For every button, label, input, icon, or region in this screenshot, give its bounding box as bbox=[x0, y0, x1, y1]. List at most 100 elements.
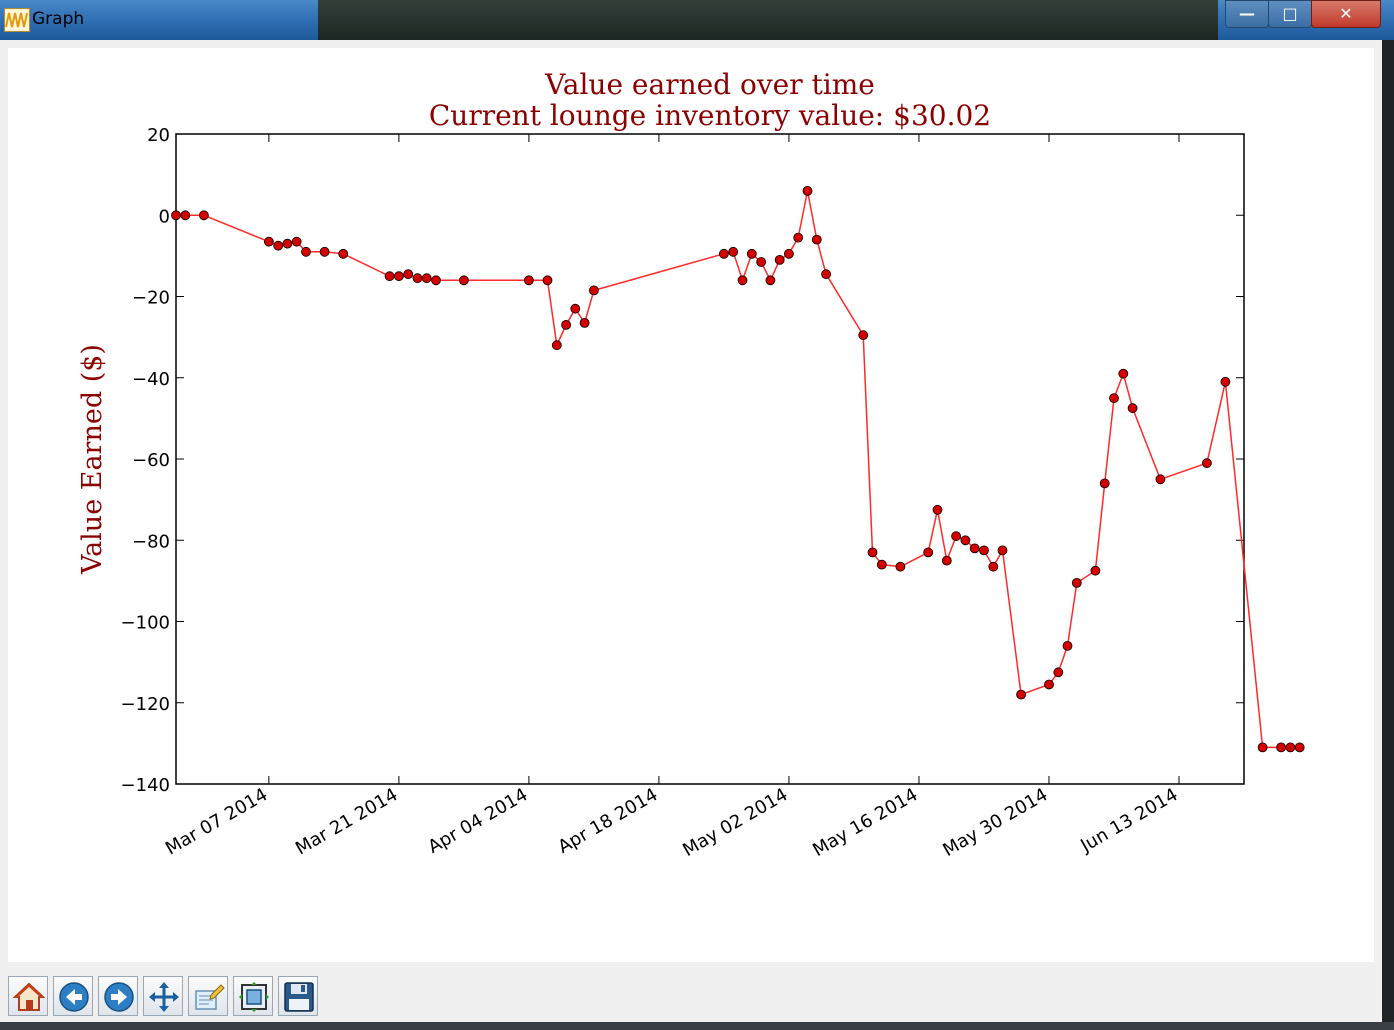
data-point bbox=[180, 210, 191, 221]
configure-subplots-button[interactable] bbox=[233, 976, 273, 1016]
y-tick-label: −20 bbox=[132, 288, 170, 309]
data-point bbox=[802, 185, 813, 196]
data-point bbox=[171, 210, 181, 221]
back-button[interactable] bbox=[53, 976, 93, 1016]
home-button[interactable] bbox=[8, 976, 48, 1016]
forward-arrow-icon bbox=[104, 982, 134, 1012]
data-point bbox=[941, 555, 952, 566]
data-point bbox=[524, 275, 534, 286]
data-point bbox=[1109, 393, 1119, 404]
x-tick-label: Apr 18 2014 bbox=[555, 784, 662, 858]
y-tick-label: −100 bbox=[121, 613, 170, 634]
y-tick-label: −120 bbox=[121, 694, 170, 715]
data-point bbox=[1118, 368, 1129, 379]
data-point bbox=[1257, 742, 1268, 753]
line-chart: Value earned over time Current lounge in… bbox=[77, 68, 1305, 861]
x-tick-label: Mar 07 2014 bbox=[162, 784, 271, 859]
data-point bbox=[589, 285, 599, 296]
data-point bbox=[403, 269, 414, 280]
data-point bbox=[876, 559, 887, 570]
data-point bbox=[338, 248, 349, 259]
data-point bbox=[1276, 742, 1286, 753]
data-point bbox=[821, 269, 831, 280]
x-tick-label: May 16 2014 bbox=[809, 784, 921, 861]
series-line bbox=[176, 190, 1300, 749]
move-arrows-icon bbox=[149, 982, 179, 1012]
floppy-disk-icon bbox=[284, 982, 314, 1012]
y-tick-label: 20 bbox=[147, 125, 170, 146]
data-point bbox=[1099, 478, 1110, 489]
data-point bbox=[728, 246, 739, 257]
data-point bbox=[1071, 578, 1082, 588]
window-title: Graph bbox=[32, 9, 85, 29]
data-point bbox=[273, 240, 284, 251]
data-point bbox=[263, 236, 274, 247]
data-point bbox=[412, 273, 423, 284]
app-waveform-icon bbox=[4, 8, 30, 32]
y-tick-label: −140 bbox=[121, 775, 170, 796]
y-tick-label: −80 bbox=[132, 531, 170, 552]
x-tick-label: May 02 2014 bbox=[679, 784, 791, 861]
data-point bbox=[579, 317, 590, 328]
data-point bbox=[542, 275, 553, 286]
data-point bbox=[969, 543, 980, 554]
save-button[interactable] bbox=[278, 976, 318, 1016]
data-point bbox=[551, 340, 562, 351]
data-point bbox=[1285, 742, 1296, 753]
data-point bbox=[301, 246, 311, 257]
data-point bbox=[932, 504, 943, 515]
data-point bbox=[1127, 403, 1138, 414]
figure-canvas[interactable]: Value earned over time Current lounge in… bbox=[8, 48, 1374, 962]
y-tick-label: 0 bbox=[159, 206, 170, 227]
data-point bbox=[198, 210, 209, 221]
data-point bbox=[1044, 679, 1054, 690]
data-point bbox=[746, 248, 757, 259]
y-tick-label: −60 bbox=[132, 450, 170, 471]
x-tick-label: May 30 2014 bbox=[939, 784, 1051, 861]
subplots-icon bbox=[239, 982, 269, 1012]
data-point bbox=[291, 236, 302, 247]
back-arrow-icon bbox=[59, 982, 89, 1012]
data-point bbox=[384, 271, 395, 282]
zoom-button[interactable] bbox=[188, 976, 228, 1016]
home-icon bbox=[13, 982, 45, 1011]
data-point bbox=[858, 330, 869, 341]
taskbar-edge bbox=[0, 1022, 1394, 1030]
minimize-button[interactable]: — bbox=[1225, 0, 1269, 28]
close-button[interactable]: ✕ bbox=[1311, 0, 1381, 28]
chart-subtitle: Current lounge inventory value: $30.02 bbox=[429, 99, 991, 132]
data-point bbox=[1053, 667, 1064, 678]
data-point bbox=[988, 561, 999, 572]
data-point bbox=[774, 254, 785, 265]
data-point bbox=[895, 561, 906, 572]
data-point bbox=[282, 238, 293, 249]
data-point bbox=[570, 303, 581, 314]
navigation-toolbar bbox=[8, 970, 1374, 1020]
chart-title: Value earned over time bbox=[544, 68, 875, 101]
data-point bbox=[431, 275, 441, 286]
data-point bbox=[951, 531, 961, 542]
pan-button[interactable] bbox=[143, 976, 183, 1016]
y-tick-label: −40 bbox=[132, 369, 170, 390]
data-point bbox=[1202, 458, 1212, 469]
x-tick-label: Mar 21 2014 bbox=[292, 784, 401, 859]
data-point bbox=[756, 257, 766, 267]
data-point bbox=[979, 545, 989, 556]
data-point bbox=[458, 275, 469, 286]
data-point bbox=[1016, 689, 1026, 700]
data-point bbox=[923, 547, 934, 558]
data-point bbox=[867, 547, 878, 558]
data-point bbox=[1220, 376, 1231, 387]
zoom-rect-icon bbox=[195, 984, 225, 1010]
data-point bbox=[1090, 565, 1101, 576]
data-point bbox=[793, 232, 804, 243]
data-point bbox=[784, 248, 794, 259]
title-bar[interactable]: Graph — □ ✕ bbox=[0, 0, 1394, 40]
data-point bbox=[421, 273, 432, 284]
forward-button[interactable] bbox=[98, 976, 138, 1016]
data-point bbox=[765, 275, 776, 286]
data-point bbox=[319, 246, 330, 257]
axes-frame bbox=[175, 133, 1245, 785]
maximize-button[interactable]: □ bbox=[1268, 0, 1312, 28]
